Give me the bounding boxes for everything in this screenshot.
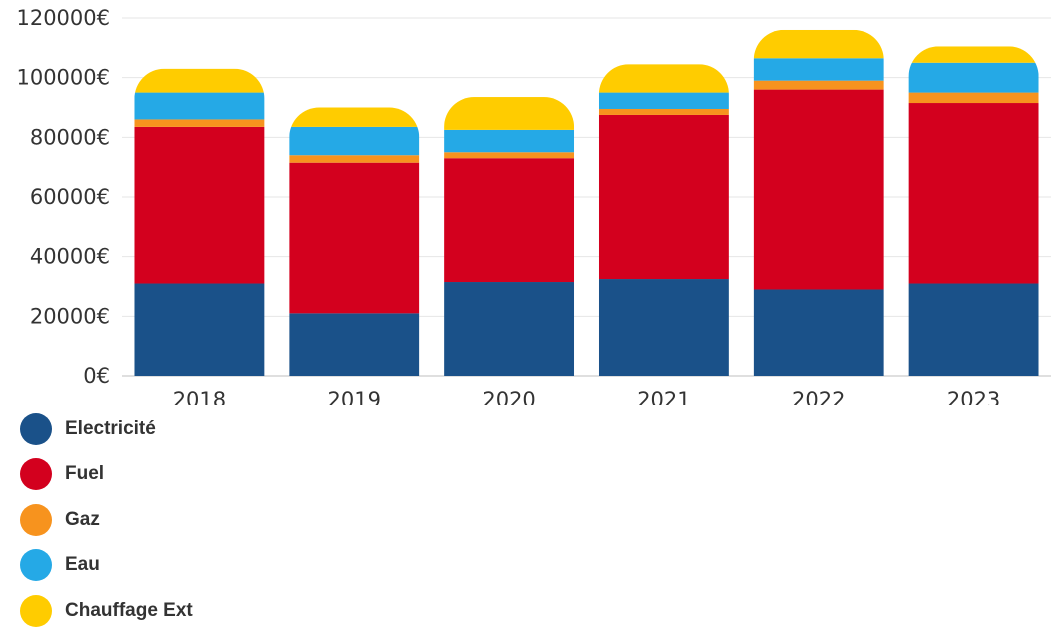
legend-label: Fuel (65, 463, 105, 485)
bar-segment-eau-2022 (753, 58, 884, 81)
legend: Electricité Fuel Gaz Eau Chauffage Ext (20, 406, 193, 634)
bar-segment-fuel-2018 (134, 126, 265, 284)
bar-segment-gaz-2021 (598, 108, 729, 115)
bar-segment-chauffage-ext-2022 (753, 29, 884, 59)
x-axis: 2018 2019 2020 2021 2022 2023 (173, 388, 1001, 405)
stacked-bar-chart: 0€ 20000€ 40000€ 60000€ 80000€ 100000€ 120000€… (16, 6, 1051, 405)
legend-swatch (20, 412, 52, 445)
bar-segment-eau-2018 (134, 92, 265, 120)
bar-segment-electricite-2021 (598, 279, 729, 376)
bar-stack-2022 (753, 29, 884, 376)
legend-item[interactable]: Gaz (20, 497, 193, 543)
bar-segment-chauffage-ext-2018 (134, 68, 265, 93)
bar-segment-electricite-2023 (908, 283, 1039, 376)
bar-segment-electricite-2019 (289, 313, 420, 376)
bar-segment-fuel-2021 (598, 114, 729, 280)
bar-segment-chauffage-ext-2023 (908, 46, 1039, 63)
legend-label: Chauffage Ext (65, 599, 193, 621)
bar-segment-eau-2023 (908, 62, 1039, 93)
bar-segment-chauffage-ext-2019 (289, 107, 420, 127)
legend-swatch (20, 503, 52, 536)
legend-item[interactable]: Fuel (20, 452, 193, 498)
x-tick-label: 2018 (173, 388, 226, 405)
bar-segment-gaz-2018 (134, 119, 265, 127)
bar-stack-2023 (908, 46, 1039, 376)
x-tick-label: 2020 (482, 388, 535, 405)
bar-segment-fuel-2020 (444, 158, 575, 283)
x-tick-label: 2021 (637, 388, 690, 405)
x-tick-label: 2019 (328, 388, 381, 405)
bar-segment-electricite-2022 (753, 289, 884, 376)
legend-item[interactable]: Eau (20, 543, 193, 589)
gridlines (122, 17, 1051, 377)
bar-stack-2020 (444, 97, 575, 376)
bar-segment-electricite-2020 (444, 282, 575, 376)
x-tick-label: 2022 (792, 388, 845, 405)
bars (134, 29, 1039, 376)
legend-swatch (20, 458, 52, 491)
legend-label: Eau (65, 554, 100, 576)
legend-item[interactable]: Chauffage Ext (20, 588, 193, 634)
bar-segment-fuel-2023 (908, 103, 1039, 284)
legend-label: Gaz (65, 508, 100, 530)
bar-segment-eau-2019 (289, 126, 420, 156)
y-tick-label: 120000€ (16, 6, 110, 30)
bar-segment-gaz-2019 (289, 155, 420, 163)
y-tick-label: 100000€ (16, 66, 110, 90)
bar-segment-eau-2021 (598, 92, 729, 109)
bar-segment-chauffage-ext-2021 (598, 64, 729, 93)
y-tick-label: 60000€ (30, 185, 110, 209)
y-tick-label: 80000€ (30, 125, 110, 149)
bar-segment-gaz-2023 (908, 92, 1039, 104)
bar-segment-fuel-2022 (753, 89, 884, 290)
bar-segment-fuel-2019 (289, 162, 420, 314)
legend-label: Electricité (65, 417, 156, 439)
bar-stack-2018 (134, 68, 265, 376)
y-tick-label: 0€ (83, 364, 110, 388)
legend-item[interactable]: Electricité (20, 406, 193, 452)
legend-swatch (20, 549, 52, 582)
bar-segment-chauffage-ext-2020 (444, 97, 575, 130)
bar-segment-eau-2020 (444, 129, 575, 153)
bar-segment-electricite-2018 (134, 283, 265, 376)
y-tick-label: 40000€ (30, 245, 110, 269)
bar-segment-gaz-2020 (444, 152, 575, 159)
y-tick-label: 20000€ (30, 304, 110, 328)
y-axis: 0€ 20000€ 40000€ 60000€ 80000€ 100000€ 120000€ (16, 6, 110, 388)
bar-stack-2021 (598, 64, 729, 376)
legend-swatch (20, 594, 52, 627)
bar-segment-gaz-2022 (753, 80, 884, 90)
x-tick-label: 2023 (947, 388, 1000, 405)
bar-stack-2019 (289, 107, 420, 376)
